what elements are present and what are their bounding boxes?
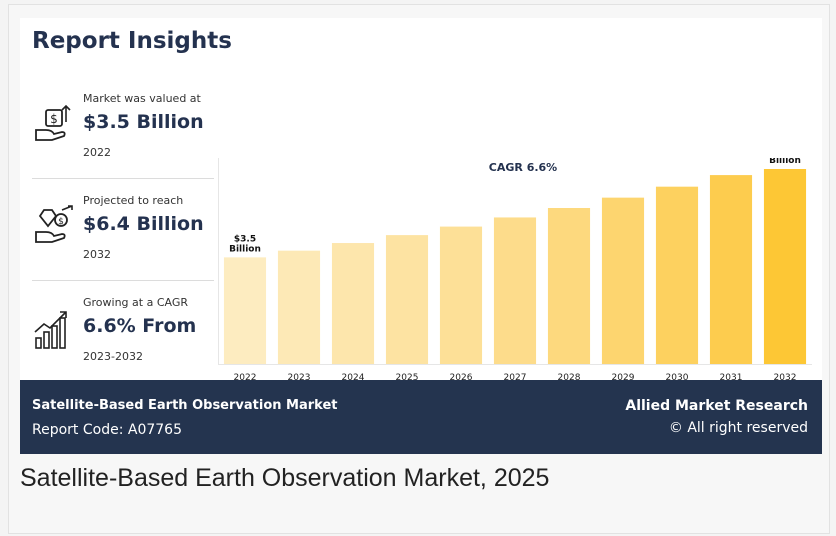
growth-chart-icon <box>32 306 76 350</box>
x-tick-label: 2031 <box>720 373 743 383</box>
bar-2032 <box>763 169 807 364</box>
metric-value: $6.4 Billion <box>83 213 204 235</box>
bar-2027 <box>493 217 537 364</box>
x-tick-label: 2024 <box>342 373 365 383</box>
report-code: Report Code: A07765 <box>32 422 182 438</box>
x-tick-label: 2032 <box>774 373 797 383</box>
metric-value: $3.5 Billion <box>83 111 204 133</box>
diamond-hand-icon: $ <box>32 204 76 248</box>
divider <box>32 280 214 281</box>
metric-label: Projected to reach <box>83 194 184 207</box>
x-tick-label: 2025 <box>396 373 419 383</box>
metric-label: Growing at a CAGR <box>83 296 189 309</box>
x-tick-label: 2030 <box>666 373 689 383</box>
image-caption: Satellite-Based Earth Observation Market… <box>20 464 550 492</box>
x-tick-label: 2027 <box>504 373 527 383</box>
data-label-2022: Billion <box>229 244 261 254</box>
footer-banner: Satellite-Based Earth Observation Market… <box>20 380 822 454</box>
metric-cagr: Growing at a CAGR 6.6% From 2023-2032 <box>32 296 216 394</box>
x-tick-label: 2023 <box>288 373 311 383</box>
bar-2026 <box>439 226 483 364</box>
card-title: Report Insights <box>32 28 232 54</box>
metric-year: 2032 <box>83 248 111 261</box>
x-tick-label: 2028 <box>558 373 581 383</box>
svg-text:$: $ <box>50 112 58 126</box>
market-name: Satellite-Based Earth Observation Market <box>32 398 338 413</box>
data-label-2022: $3.5 <box>234 234 256 244</box>
x-tick-label: 2022 <box>234 373 257 383</box>
divider <box>32 178 214 179</box>
money-hand-icon: $ <box>32 102 76 146</box>
bar-2024 <box>331 243 375 364</box>
bar-2028 <box>547 208 591 364</box>
metric-market-value: $ Market was valued at $3.5 Billion 2022 <box>32 92 216 190</box>
metric-year: 2022 <box>83 146 111 159</box>
publisher-name: Allied Market Research <box>625 398 808 414</box>
bar-2030 <box>655 186 699 364</box>
metric-projected-value: $ Projected to reach $6.4 Billion 2032 <box>32 194 216 292</box>
data-label-2032: Billion <box>769 158 801 166</box>
bar-2025 <box>385 235 429 364</box>
x-tick-label: 2029 <box>612 373 635 383</box>
metric-year: 2023-2032 <box>83 350 143 363</box>
x-tick-label: 2026 <box>450 373 473 383</box>
cagr-annotation: CAGR 6.6% <box>489 161 557 174</box>
bar-2023 <box>277 250 321 364</box>
metric-label: Market was valued at <box>83 92 201 105</box>
svg-text:$: $ <box>58 217 64 227</box>
bar-2022 <box>223 257 267 364</box>
copyright-notice: © All right reserved <box>668 420 808 436</box>
bar-2031 <box>709 175 753 364</box>
bar-2029 <box>601 197 645 364</box>
metric-value: 6.6% From <box>83 315 197 337</box>
bar-chart: 2022 2023 2024 2025 2026 2027 2028 2029 2030 2031… <box>218 158 812 383</box>
